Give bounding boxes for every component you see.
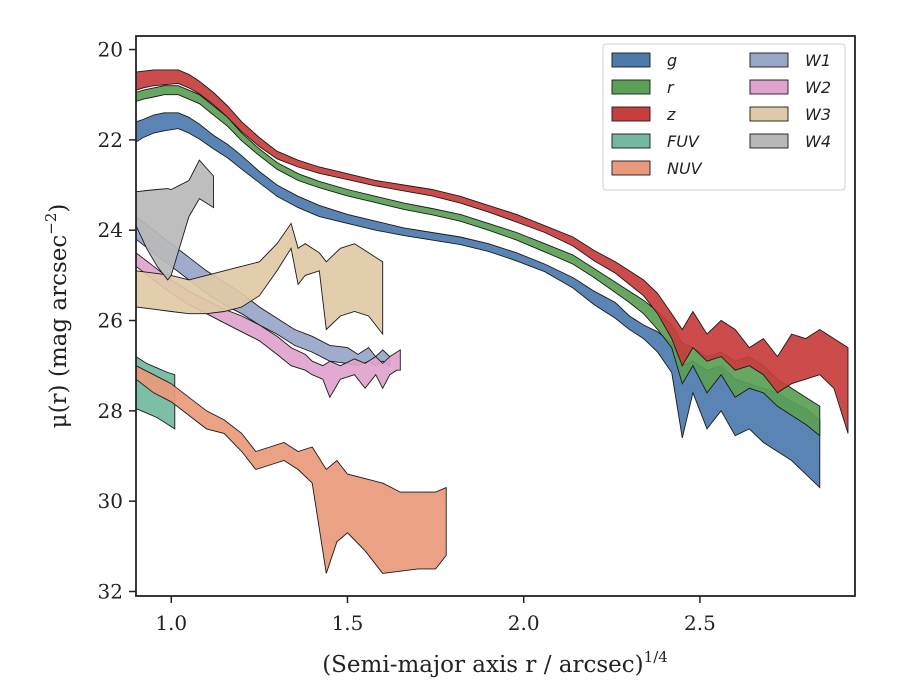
y-axis-label-text: μ(r) (mag arcsec [46, 235, 72, 429]
legend: grz FUV NUV W1 W2 W3 W4 [602, 43, 846, 191]
legend-label-w2: W2 [805, 78, 831, 97]
y-axis-label: μ(r) (mag arcsec−2) [42, 204, 72, 429]
y-axis-label-close: ) [46, 204, 72, 213]
y-axis-label-exponent: −2 [42, 213, 60, 235]
x-axis-label-text: (Semi-major axis r / arcsec) [322, 652, 643, 678]
band-z [135, 69, 849, 434]
y-axis-ticks: 20 22 24 26 28 30 32 [98, 38, 136, 603]
x-axis-label-exponent: 1/4 [644, 648, 668, 666]
y-tick-label: 28 [98, 399, 123, 423]
legend-label-w1: W1 [805, 51, 831, 70]
x-axis-ticks: 1.0 1.5 2.0 2.5 [155, 596, 716, 635]
band-w3 [135, 222, 384, 336]
legend-swatch-z [611, 106, 651, 122]
y-tick-label: 26 [98, 309, 123, 333]
y-tick-label: 22 [98, 128, 123, 152]
x-tick-label: 2.0 [508, 611, 540, 635]
legend-label-z: z [666, 105, 676, 124]
legend-swatch-w3 [749, 106, 789, 122]
band-r [135, 85, 821, 437]
legend-label-nuv: NUV [667, 159, 703, 178]
band-w4 [135, 159, 214, 281]
y-tick-label: 32 [98, 579, 123, 603]
x-tick-label: 1.0 [155, 611, 187, 635]
profile-bands [135, 69, 849, 574]
legend-label-w3: W3 [805, 105, 831, 124]
x-tick-label: 2.5 [684, 611, 716, 635]
legend-swatch-nuv [611, 160, 651, 176]
plot-frame [135, 35, 856, 597]
legend-label-g: g [667, 51, 677, 70]
x-tick-label: 1.5 [332, 611, 364, 635]
band-w2 [135, 251, 401, 399]
legend-swatch-fuv [611, 133, 651, 149]
x-axis-label: (Semi-major axis r / arcsec)1/4 [322, 648, 668, 678]
band-g [135, 112, 821, 489]
legend-swatch-w4 [749, 133, 789, 149]
legend-swatch-w2 [749, 79, 789, 95]
y-tick-label: 24 [98, 218, 123, 242]
legend-swatch-g [611, 52, 651, 68]
legend-label-w4: W4 [805, 132, 831, 151]
legend-swatch-w1 [749, 52, 789, 68]
legend-swatch-r [611, 79, 651, 95]
legend-label-r: r [667, 78, 675, 97]
y-tick-label: 30 [98, 489, 123, 513]
legend-label-fuv: FUV [667, 132, 700, 151]
y-tick-label: 20 [98, 38, 123, 62]
band-nuv [135, 364, 447, 574]
